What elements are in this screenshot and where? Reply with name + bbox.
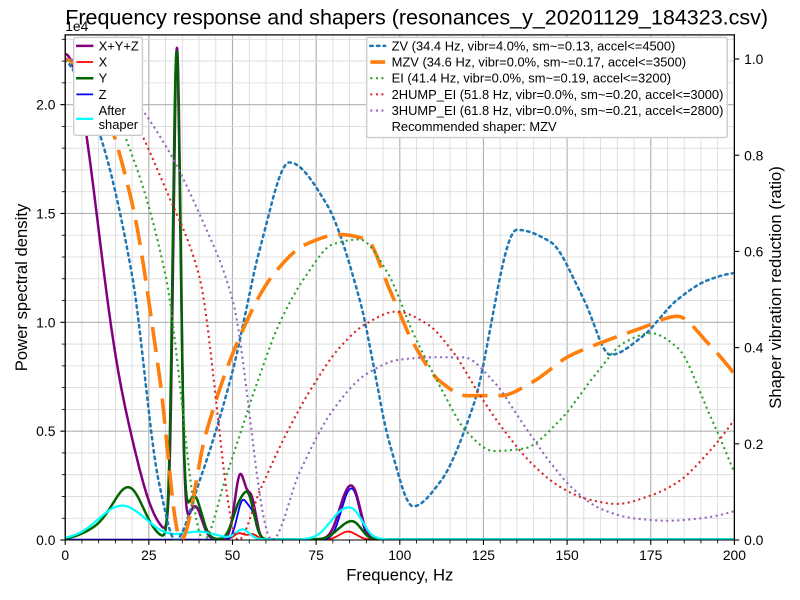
svg-text:50: 50 [225,547,241,563]
svg-text:Frequency, Hz: Frequency, Hz [346,565,453,584]
svg-text:3HUMP_EI (61.8 Hz, vibr=0.0%,: 3HUMP_EI (61.8 Hz, vibr=0.0%, sm~=0.21, … [392,103,724,118]
svg-text:0.4: 0.4 [744,340,764,356]
svg-text:75: 75 [308,547,324,563]
svg-text:25: 25 [141,547,157,563]
svg-text:ZV (34.4 Hz, vibr=4.0%, sm~=0.: ZV (34.4 Hz, vibr=4.0%, sm~=0.13, accel<… [392,38,676,53]
svg-text:0.8: 0.8 [744,147,764,163]
svg-text:125: 125 [472,547,495,563]
svg-text:0.5: 0.5 [36,423,56,439]
svg-text:EI (41.4 Hz, vibr=0.0%, sm~=0.: EI (41.4 Hz, vibr=0.0%, sm~=0.19, accel<… [392,71,671,86]
svg-text:0.6: 0.6 [744,243,764,259]
svg-text:Y: Y [99,71,108,86]
svg-text:Recommended shaper: MZV: Recommended shaper: MZV [392,119,557,134]
svg-text:1.5: 1.5 [36,206,56,222]
svg-text:Power spectral density: Power spectral density [12,203,31,371]
svg-text:0.2: 0.2 [744,436,764,452]
svg-text:X+Y+Z: X+Y+Z [99,38,139,53]
svg-text:After: After [99,103,127,118]
svg-text:150: 150 [556,547,579,563]
svg-text:0.0: 0.0 [36,532,56,548]
svg-text:2.0: 2.0 [36,97,56,113]
svg-text:0.0: 0.0 [744,532,764,548]
svg-text:0: 0 [61,547,69,563]
svg-text:2HUMP_EI (51.8 Hz, vibr=0.0%,: 2HUMP_EI (51.8 Hz, vibr=0.0%, sm~=0.20, … [392,87,724,102]
svg-text:Shaper vibration reduction (ra: Shaper vibration reduction (ratio) [766,166,785,409]
svg-text:1.0: 1.0 [36,314,56,330]
svg-text:200: 200 [723,547,746,563]
svg-text:Frequency response and shapers: Frequency response and shapers (resonanc… [65,5,768,29]
svg-text:100: 100 [388,547,411,563]
svg-text:shaper: shaper [99,117,139,132]
svg-text:MZV (34.6 Hz, vibr=0.0%, sm~=0: MZV (34.6 Hz, vibr=0.0%, sm~=0.17, accel… [392,55,686,70]
svg-text:1.0: 1.0 [744,51,764,67]
svg-text:Z: Z [99,87,107,102]
svg-text:X: X [99,55,108,70]
svg-text:175: 175 [639,547,662,563]
